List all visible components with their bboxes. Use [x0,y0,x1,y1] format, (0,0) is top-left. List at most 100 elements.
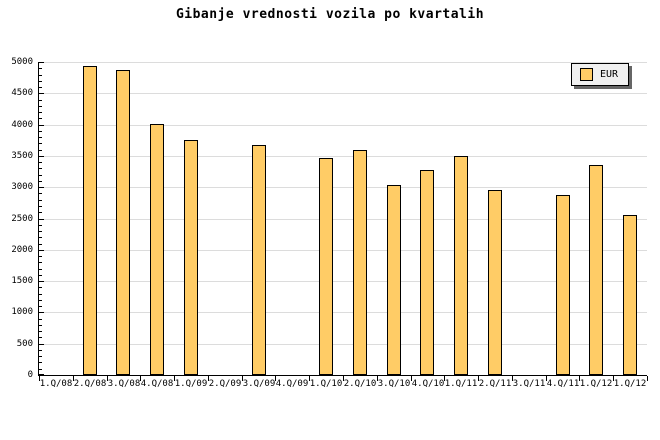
x-axis-label: 2.Q/08 [73,379,107,389]
y-axis-minor-tick [39,137,42,138]
bar [319,158,333,375]
x-axis-label: 2.Q/11 [478,379,512,389]
y-axis-minor-tick [39,168,42,169]
x-axis-tick [73,376,74,381]
y-axis-minor-tick [39,100,42,101]
y-axis-minor-tick [39,212,42,213]
gridline [39,93,647,94]
bar [589,165,603,375]
gridline [39,219,647,220]
y-axis-minor-tick [39,193,42,194]
y-axis-tick [39,62,44,63]
y-axis-label: 4000 [11,120,33,130]
y-axis-minor-tick [39,362,42,363]
legend: EUR [571,63,630,86]
x-axis-tick [343,376,344,381]
x-axis-tick [309,376,310,381]
y-axis-label: 3000 [11,182,33,192]
bar [116,70,130,375]
x-axis-tick [208,376,209,381]
bar [83,66,97,375]
gridline [39,62,647,63]
bar [454,156,468,375]
x-axis-label: 4.Q/11 [546,379,580,389]
y-axis-minor-tick [39,143,42,144]
y-axis-minor-tick [39,331,42,332]
x-axis-tick [275,376,276,381]
y-axis-minor-tick [39,350,42,351]
x-axis-tick [444,376,445,381]
legend-label: EUR [600,68,619,80]
x-axis-label: 1.Q/12 [579,379,613,389]
x-axis-tick [613,376,614,381]
y-axis-minor-tick [39,319,42,320]
gridline [39,187,647,188]
chart-title: Gibanje vrednosti vozila po kvartalih [175,7,485,22]
y-axis-minor-tick [39,287,42,288]
plot-area: 0 500 1000 1500 2000 2500 3000 3500 4000 4500 5000… [11,57,648,389]
y-axis-tick [39,125,44,126]
x-axis-label: 2.Q/10 [343,379,377,389]
y-axis-minor-tick [39,269,42,270]
x-axis-label: 2.Q/09 [208,379,242,389]
x-axis-tick [174,376,175,381]
x-axis-label: 3.Q/11 [512,379,546,389]
y-axis-label: 1000 [11,307,33,317]
bar [387,185,401,375]
y-axis-label: 2500 [11,214,33,224]
bar [150,124,164,375]
gridline [39,344,647,345]
y-axis-minor-tick [39,181,42,182]
x-axis-label: 4.Q/10 [411,379,445,389]
y-axis-minor-tick [39,206,42,207]
y-axis-tick [39,250,44,251]
x-axis-label: 1.Q/12 [613,379,647,389]
x-axis-tick [478,376,479,381]
y-axis-tick [39,156,44,157]
y-axis-label: 5000 [11,57,33,67]
y-axis-minor-tick [39,225,42,226]
y-axis-label: 4500 [11,88,33,98]
y-axis-minor-tick [39,244,42,245]
y-axis-label: 1500 [11,276,33,286]
y-axis-minor-tick [39,300,42,301]
x-axis-tick [579,376,580,381]
y-axis-label: 2000 [11,245,33,255]
x-axis-label: 1.Q/09 [174,379,208,389]
bar [353,150,367,375]
y-axis-label: 3500 [11,151,33,161]
y-axis-label: 0 [27,370,33,380]
y-axis-minor-tick [39,162,42,163]
x-axis-label: 1.Q/11 [444,379,478,389]
y-axis-minor-tick [39,356,42,357]
y-axis-label: 500 [16,339,33,349]
legend-swatch-icon [580,68,593,81]
y-axis-minor-tick [39,231,42,232]
y-axis-minor-tick [39,262,42,263]
y-axis-tick [39,344,44,345]
bar [184,140,198,375]
x-axis-label: 3.Q/08 [107,379,141,389]
bar [556,195,570,375]
x-axis-label: 4.Q/08 [140,379,174,389]
x-axis-tick [647,376,648,381]
y-axis-minor-tick [39,237,42,238]
y-axis-minor-tick [39,200,42,201]
x-axis-tick [546,376,547,381]
y-axis-minor-tick [39,106,42,107]
x-axis-tick [107,376,108,381]
y-axis-minor-tick [39,275,42,276]
x-axis-tick [377,376,378,381]
y-axis-tick [39,281,44,282]
x-axis-label: 1.Q/08 [39,379,73,389]
x-axis-tick [39,376,40,381]
gridline [39,312,647,313]
y-axis-minor-tick [39,175,42,176]
y-axis-minor-tick [39,87,42,88]
y-axis-minor-tick [39,306,42,307]
y-axis-minor-tick [39,131,42,132]
y-axis-tick [39,312,44,313]
y-axis-tick [39,93,44,94]
bar [252,145,266,375]
